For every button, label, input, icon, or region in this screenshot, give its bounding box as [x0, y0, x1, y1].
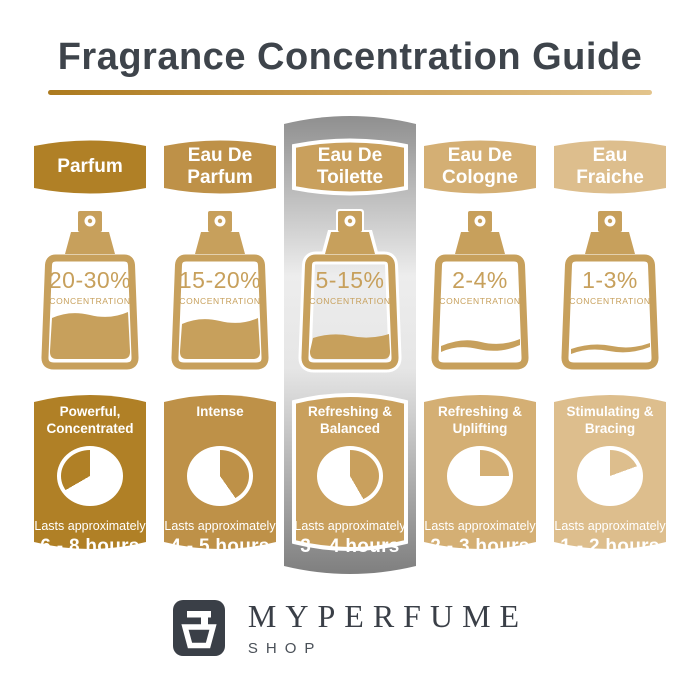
perfume-bottle-icon: 5-15% CONCENTRATION — [290, 208, 410, 374]
duration-value: 2 - 3 hours — [430, 536, 530, 557]
perfume-bottle-icon: 15-20% CONCENTRATION — [160, 208, 280, 374]
lasts-label: Lasts approximately — [554, 518, 666, 533]
info-card: Stimulating & Bracing Lasts approximatel… — [550, 386, 670, 558]
badge-label: Eau De Cologne — [442, 144, 518, 188]
brand-name: MYPERFUME — [247, 598, 529, 634]
badge-label: Eau De Toilette — [316, 144, 384, 188]
character-label: Intense — [196, 404, 244, 419]
concentration-label: CONCENTRATION — [309, 296, 391, 306]
header: Fragrance Concentration Guide — [0, 0, 700, 95]
concentration-label: CONCENTRATION — [569, 296, 651, 306]
badge-shape — [34, 140, 146, 194]
badge-shape — [164, 140, 276, 194]
fragrance-column-eau-fraiche: Eau Fraiche 1-3% CONCENTRATION — [550, 134, 670, 558]
info-card: Powerful, Concentrated Lasts approximate… — [30, 386, 150, 558]
clock-icon — [187, 446, 253, 506]
character-label: Stimulating & Bracing — [566, 404, 654, 436]
perfume-bottle-icon: 20-30% CONCENTRATION — [30, 208, 150, 374]
concentration-label: CONCENTRATION — [49, 296, 131, 306]
concentration-value: 20-30% — [48, 267, 132, 293]
lasts-label: Lasts approximately — [424, 518, 536, 533]
clock-icon — [447, 446, 513, 506]
character-label: Refreshing & Uplifting — [437, 404, 522, 436]
duration-value: 4 - 5 hours — [170, 536, 270, 557]
concentration-value: 5-15% — [315, 267, 385, 293]
badge-label: Eau De Parfum — [187, 144, 253, 188]
duration-value: 6 - 8 hours — [40, 536, 140, 557]
duration-value: 3 - 4 hours — [300, 536, 400, 557]
clock-icon — [317, 446, 383, 506]
info-card: Refreshing & Balanced Lasts approximatel… — [290, 386, 410, 558]
info-card: Intense Lasts approximately 4 - 5 hours — [160, 386, 280, 558]
name-badge: Eau De Toilette — [290, 134, 410, 200]
concentration-label: CONCENTRATION — [439, 296, 521, 306]
footer: MYPERFUME SHOP — [0, 598, 700, 657]
columns-row: Parfum 20-30% CONCENTRATION — [0, 116, 700, 574]
perfume-bottle-icon: 1-3% CONCENTRATION — [550, 208, 670, 374]
brand-subtitle: SHOP — [247, 640, 323, 657]
lasts-label: Lasts approximately — [294, 518, 406, 533]
name-badge: Eau De Cologne — [420, 134, 540, 200]
title-underline — [48, 90, 652, 95]
name-badge: Eau De Parfum — [160, 134, 280, 200]
info-card: Refreshing & Uplifting Lasts approximate… — [420, 386, 540, 558]
name-badge: Eau Fraiche — [550, 134, 670, 200]
concentration-value: 15-20% — [178, 267, 262, 293]
lasts-label: Lasts approximately — [164, 518, 276, 533]
badge-shape — [292, 138, 408, 196]
badge-shape — [424, 140, 536, 194]
clock-icon — [57, 446, 123, 506]
badge-label: Eau Fraiche — [576, 144, 644, 188]
fragrance-column-eau-de-cologne: Eau De Cologne 2-4% CONCENTRATION — [420, 134, 540, 558]
character-label: Powerful, Concentrated — [46, 404, 134, 436]
fragrance-column-eau-de-toilette: Eau De Toilette 5-15% CONCENTRATION — [290, 134, 410, 558]
duration-value: 1 - 2 hours — [560, 536, 660, 557]
perfume-bottle-icon: 2-4% CONCENTRATION — [420, 208, 540, 374]
brand-block: MYPERFUME SHOP — [248, 598, 528, 657]
concentration-value: 1-3% — [582, 267, 638, 293]
clock-icon — [577, 446, 643, 506]
fragrance-column-parfum: Parfum 20-30% CONCENTRATION — [30, 134, 150, 558]
concentration-value: 2-4% — [452, 267, 508, 293]
page-title: Fragrance Concentration Guide — [57, 36, 643, 78]
character-label: Refreshing & Balanced — [307, 404, 392, 436]
name-badge: Parfum — [30, 134, 150, 200]
badge-label: Parfum — [57, 155, 123, 177]
concentration-label: CONCENTRATION — [179, 296, 261, 306]
badge-shape — [554, 140, 666, 194]
shop-logo-icon — [172, 599, 225, 656]
fragrance-column-eau-de-parfum: Eau De Parfum 15-20% CONCENTRATION — [160, 134, 280, 558]
lasts-label: Lasts approximately — [34, 518, 146, 533]
